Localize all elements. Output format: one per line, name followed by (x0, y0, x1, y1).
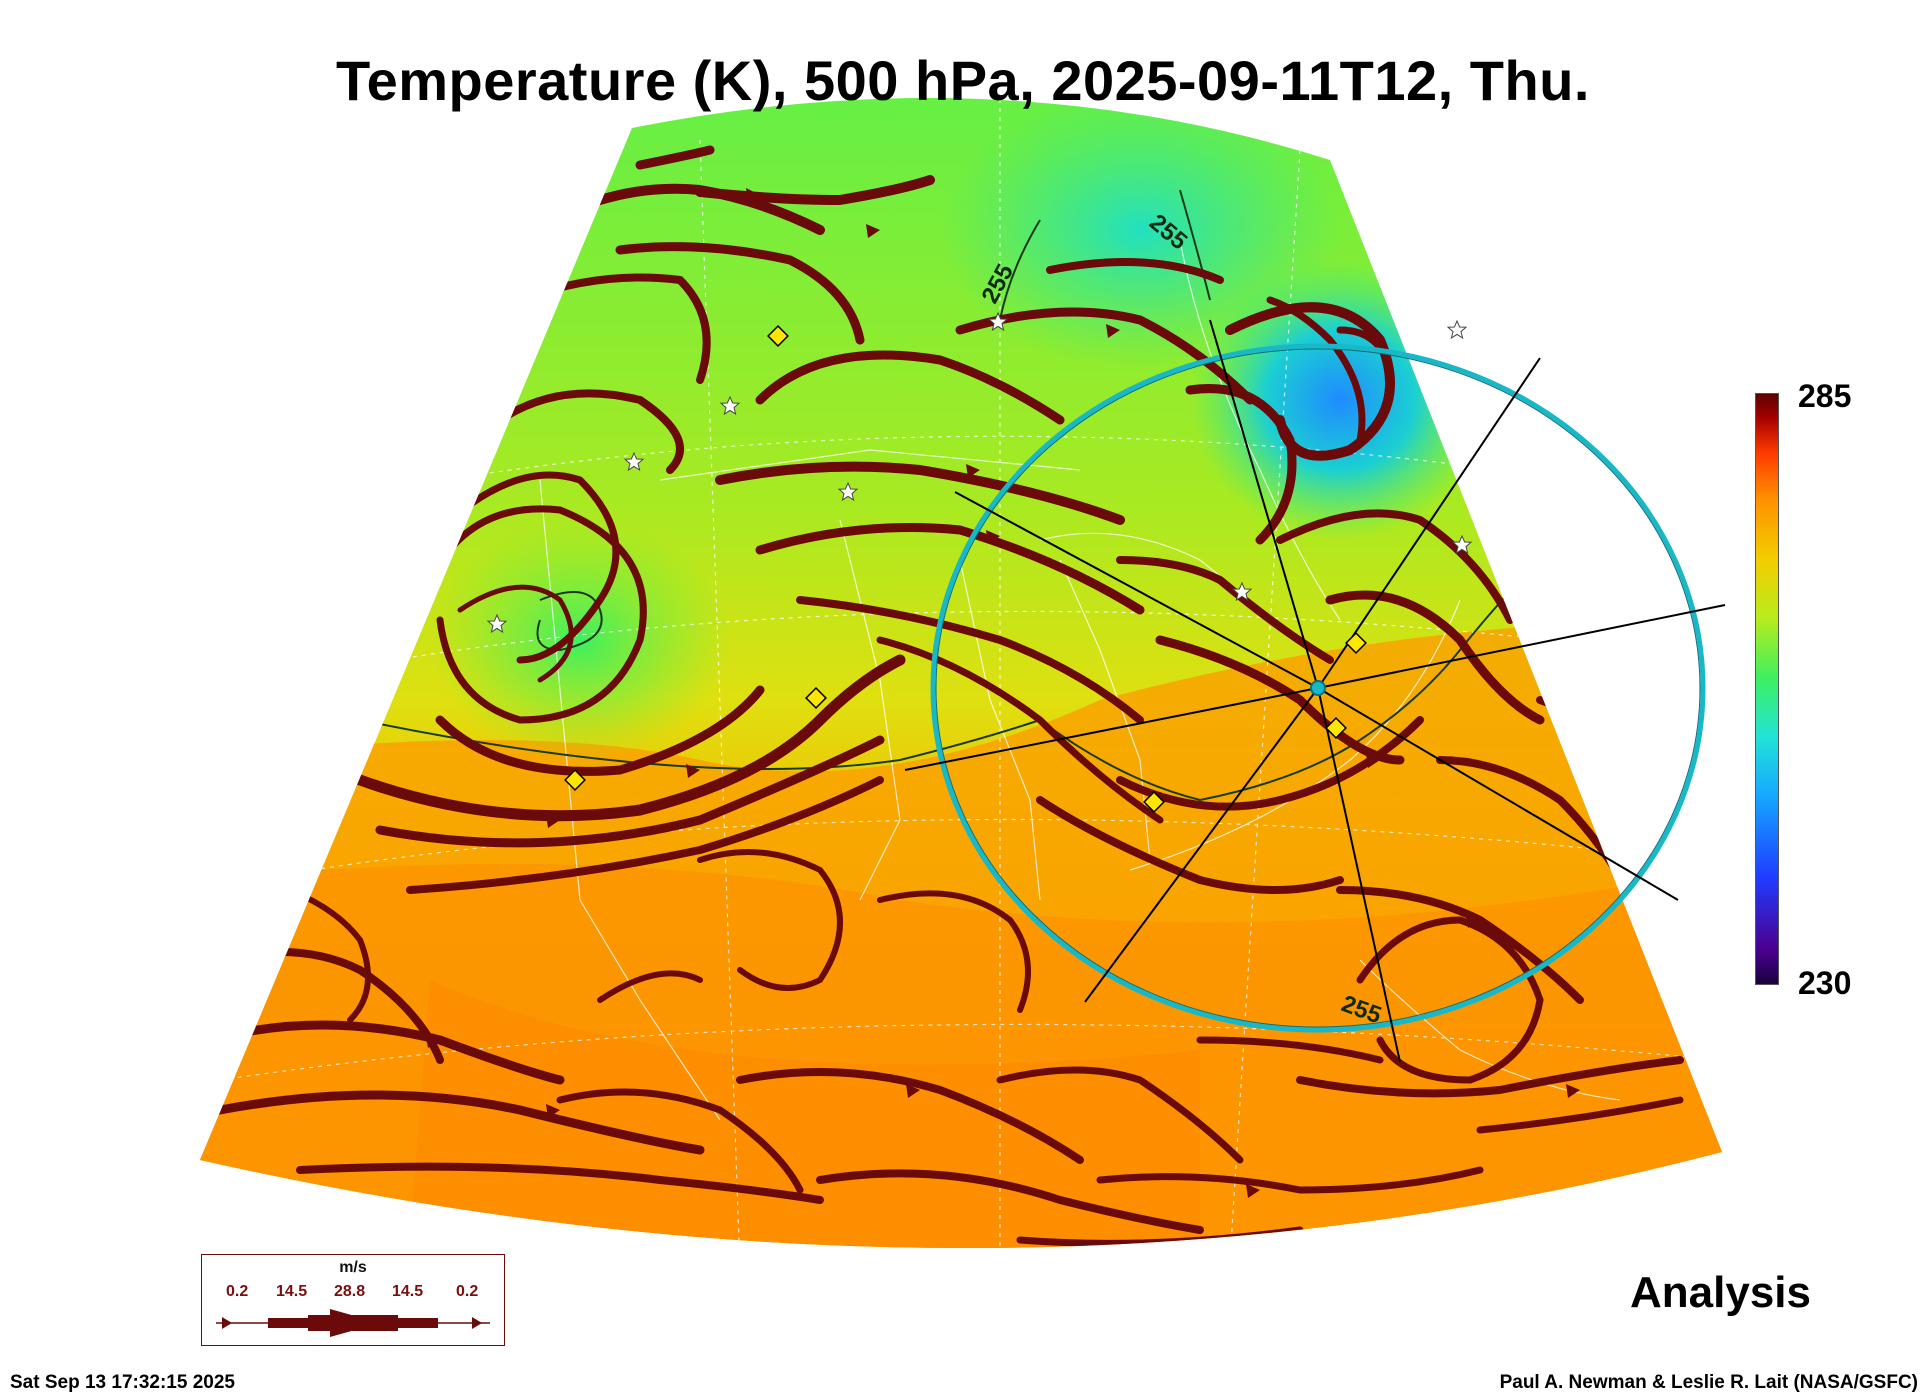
star-marker-icon (719, 395, 741, 416)
streamline-arrow-icon (426, 1034, 440, 1048)
streamline-arrow-icon (1366, 754, 1380, 768)
diamond-marker-icon (564, 769, 586, 791)
star-marker-icon (1231, 581, 1253, 602)
diamond-marker-icon (1325, 717, 1347, 739)
streamline-arrow-icon (746, 188, 760, 202)
legend-unit: m/s (339, 1259, 367, 1276)
colorbar (1755, 393, 1779, 985)
streamline-arrow-icon (1246, 1184, 1260, 1198)
streamline-arrow-icon (546, 1104, 560, 1118)
streamline-arrow-icon (546, 814, 560, 828)
streamline-arrow-icon (866, 224, 880, 238)
colorbar-min-label: 230 (1798, 965, 1852, 1001)
streamline-arrow-icon (986, 530, 1000, 544)
star-marker-icon (623, 451, 645, 472)
analysis-label: Analysis (1630, 1268, 1811, 1317)
legend-arrow-scale (216, 1309, 490, 1337)
streamline-arrows (426, 188, 1580, 1198)
wind-speed-legend: m/s 0.2 14.5 28.8 14.5 0.2 (201, 1254, 505, 1346)
diamond-marker-icon (1345, 632, 1367, 654)
streamline-arrow-icon (966, 464, 980, 478)
star-marker-icon (987, 311, 1009, 332)
star-marker-icon (837, 481, 859, 502)
legend-label: 0.2 (456, 1283, 479, 1300)
legend-label: 28.8 (334, 1283, 366, 1300)
colorbar-max-label: 285 (1798, 378, 1852, 414)
star-marker-icon (486, 613, 508, 634)
star-marker-icon (1446, 319, 1468, 340)
isotherm-contours (359, 189, 1541, 802)
footer-timestamp: Sat Sep 13 17:32:15 2025 (10, 1372, 235, 1393)
streamline-arrow-icon (1106, 324, 1120, 338)
range-center-marker (1310, 680, 1326, 696)
star-marker-icon (1451, 534, 1473, 555)
diamond-marker-icon (767, 325, 789, 347)
legend-label: 0.2 (226, 1283, 249, 1300)
streamline-arrow-icon (906, 1084, 920, 1098)
legend-label: 14.5 (392, 1283, 424, 1300)
transect-lines (904, 319, 1726, 1063)
diamond-markers (564, 325, 1367, 813)
legend-label: 14.5 (276, 1283, 308, 1300)
footer-credit: Paul A. Newman & Leslie R. Lait (NASA/GS… (1499, 1372, 1918, 1393)
streamline-arrow-icon (1466, 914, 1480, 928)
diamond-marker-icon (805, 687, 827, 709)
streamline-arrow-icon (686, 764, 700, 778)
diamond-marker-icon (1143, 791, 1165, 813)
plot-title: Temperature (K), 500 hPa, 2025-09-11T12,… (336, 49, 1590, 112)
range-ring (930, 343, 1706, 1033)
star-markers (486, 311, 1473, 634)
temperature-field (200, 98, 1722, 1249)
streamline-arrow-icon (1566, 1084, 1580, 1098)
